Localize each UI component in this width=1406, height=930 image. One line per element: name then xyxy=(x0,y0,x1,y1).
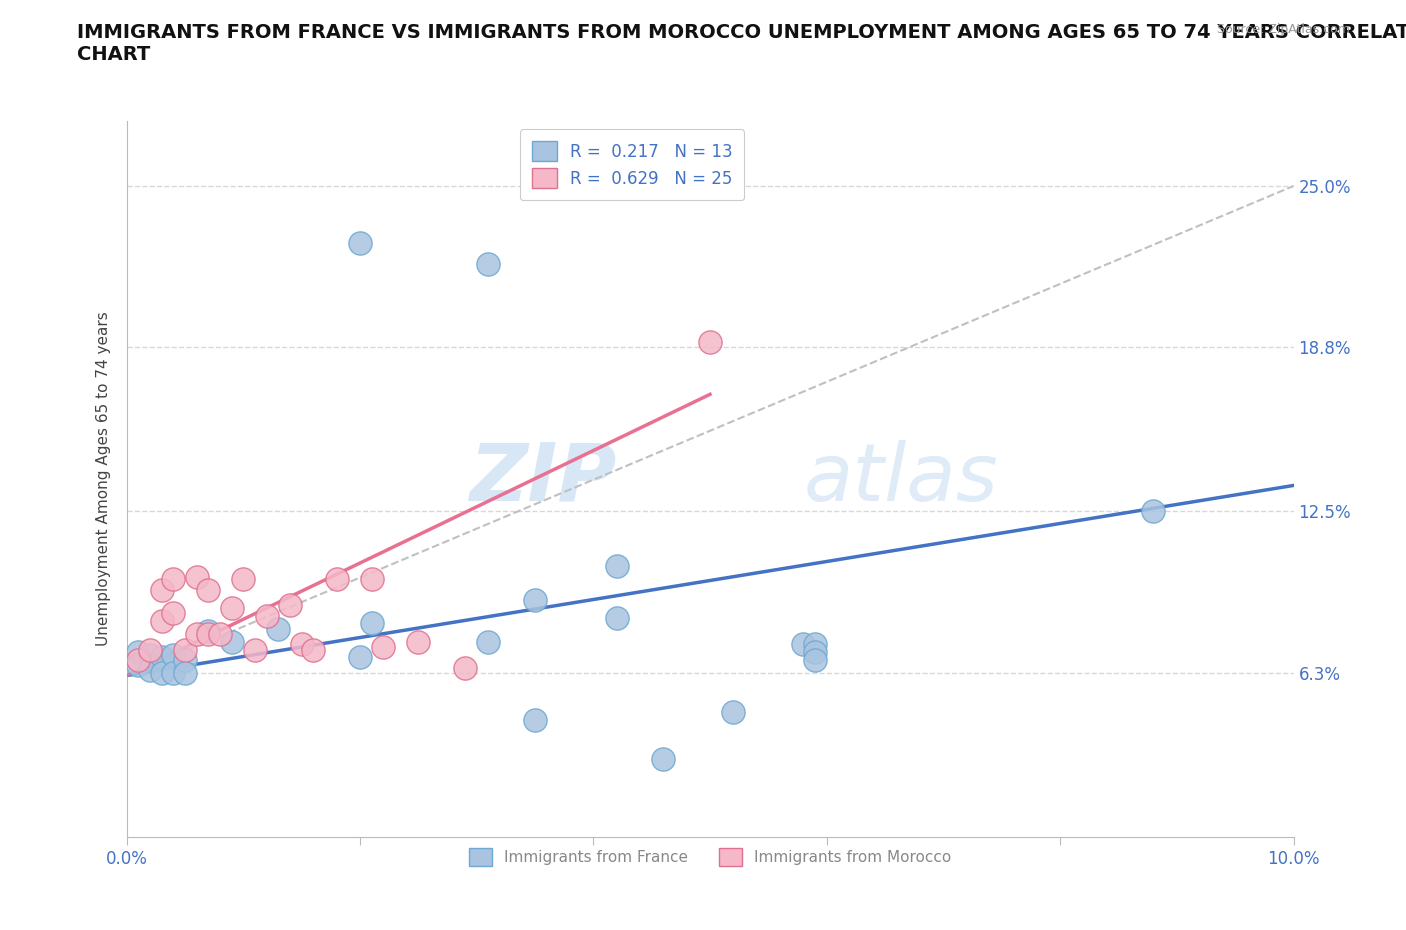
Point xyxy=(162,605,184,620)
Point xyxy=(174,653,197,668)
Point xyxy=(477,634,499,649)
Point xyxy=(139,642,162,657)
Point xyxy=(197,582,219,597)
Point xyxy=(197,627,219,642)
Point xyxy=(524,712,547,727)
Point xyxy=(804,644,827,659)
Point xyxy=(360,616,382,631)
Point xyxy=(162,666,184,681)
Point xyxy=(408,634,430,649)
Point xyxy=(1142,504,1164,519)
Point xyxy=(349,236,371,251)
Point xyxy=(186,569,208,584)
Point xyxy=(278,598,301,613)
Point xyxy=(325,572,347,587)
Point xyxy=(302,642,325,657)
Legend: Immigrants from France, Immigrants from Morocco: Immigrants from France, Immigrants from … xyxy=(463,842,957,872)
Point xyxy=(186,627,208,642)
Point xyxy=(197,624,219,639)
Point xyxy=(150,614,173,629)
Point xyxy=(127,653,149,668)
Point xyxy=(699,335,721,350)
Point xyxy=(349,650,371,665)
Point xyxy=(221,634,243,649)
Point xyxy=(208,627,231,642)
Point xyxy=(606,611,628,626)
Point xyxy=(232,572,254,587)
Point xyxy=(243,642,266,657)
Point xyxy=(477,257,499,272)
Point xyxy=(162,647,184,662)
Text: IMMIGRANTS FROM FRANCE VS IMMIGRANTS FROM MOROCCO UNEMPLOYMENT AMONG AGES 65 TO : IMMIGRANTS FROM FRANCE VS IMMIGRANTS FRO… xyxy=(77,23,1406,64)
Text: ZIP: ZIP xyxy=(470,440,617,518)
Point xyxy=(150,650,173,665)
Point xyxy=(454,660,477,675)
Text: Source: ZipAtlas.com: Source: ZipAtlas.com xyxy=(1216,23,1350,36)
Point xyxy=(290,637,312,652)
Point xyxy=(150,582,173,597)
Point xyxy=(139,647,162,662)
Point xyxy=(256,608,278,623)
Point xyxy=(792,637,814,652)
Point xyxy=(174,666,197,681)
Point xyxy=(524,592,547,607)
Point xyxy=(804,637,827,652)
Point xyxy=(360,572,382,587)
Y-axis label: Unemployment Among Ages 65 to 74 years: Unemployment Among Ages 65 to 74 years xyxy=(96,312,111,646)
Point xyxy=(373,640,395,655)
Point xyxy=(150,666,173,681)
Point xyxy=(723,705,745,720)
Point xyxy=(652,751,675,766)
Text: atlas: atlas xyxy=(803,440,998,518)
Point xyxy=(139,663,162,678)
Point xyxy=(127,658,149,672)
Point xyxy=(174,642,197,657)
Point xyxy=(606,559,628,574)
Point xyxy=(162,572,184,587)
Point xyxy=(267,621,290,636)
Point xyxy=(221,601,243,616)
Point xyxy=(127,644,149,659)
Point xyxy=(804,653,827,668)
